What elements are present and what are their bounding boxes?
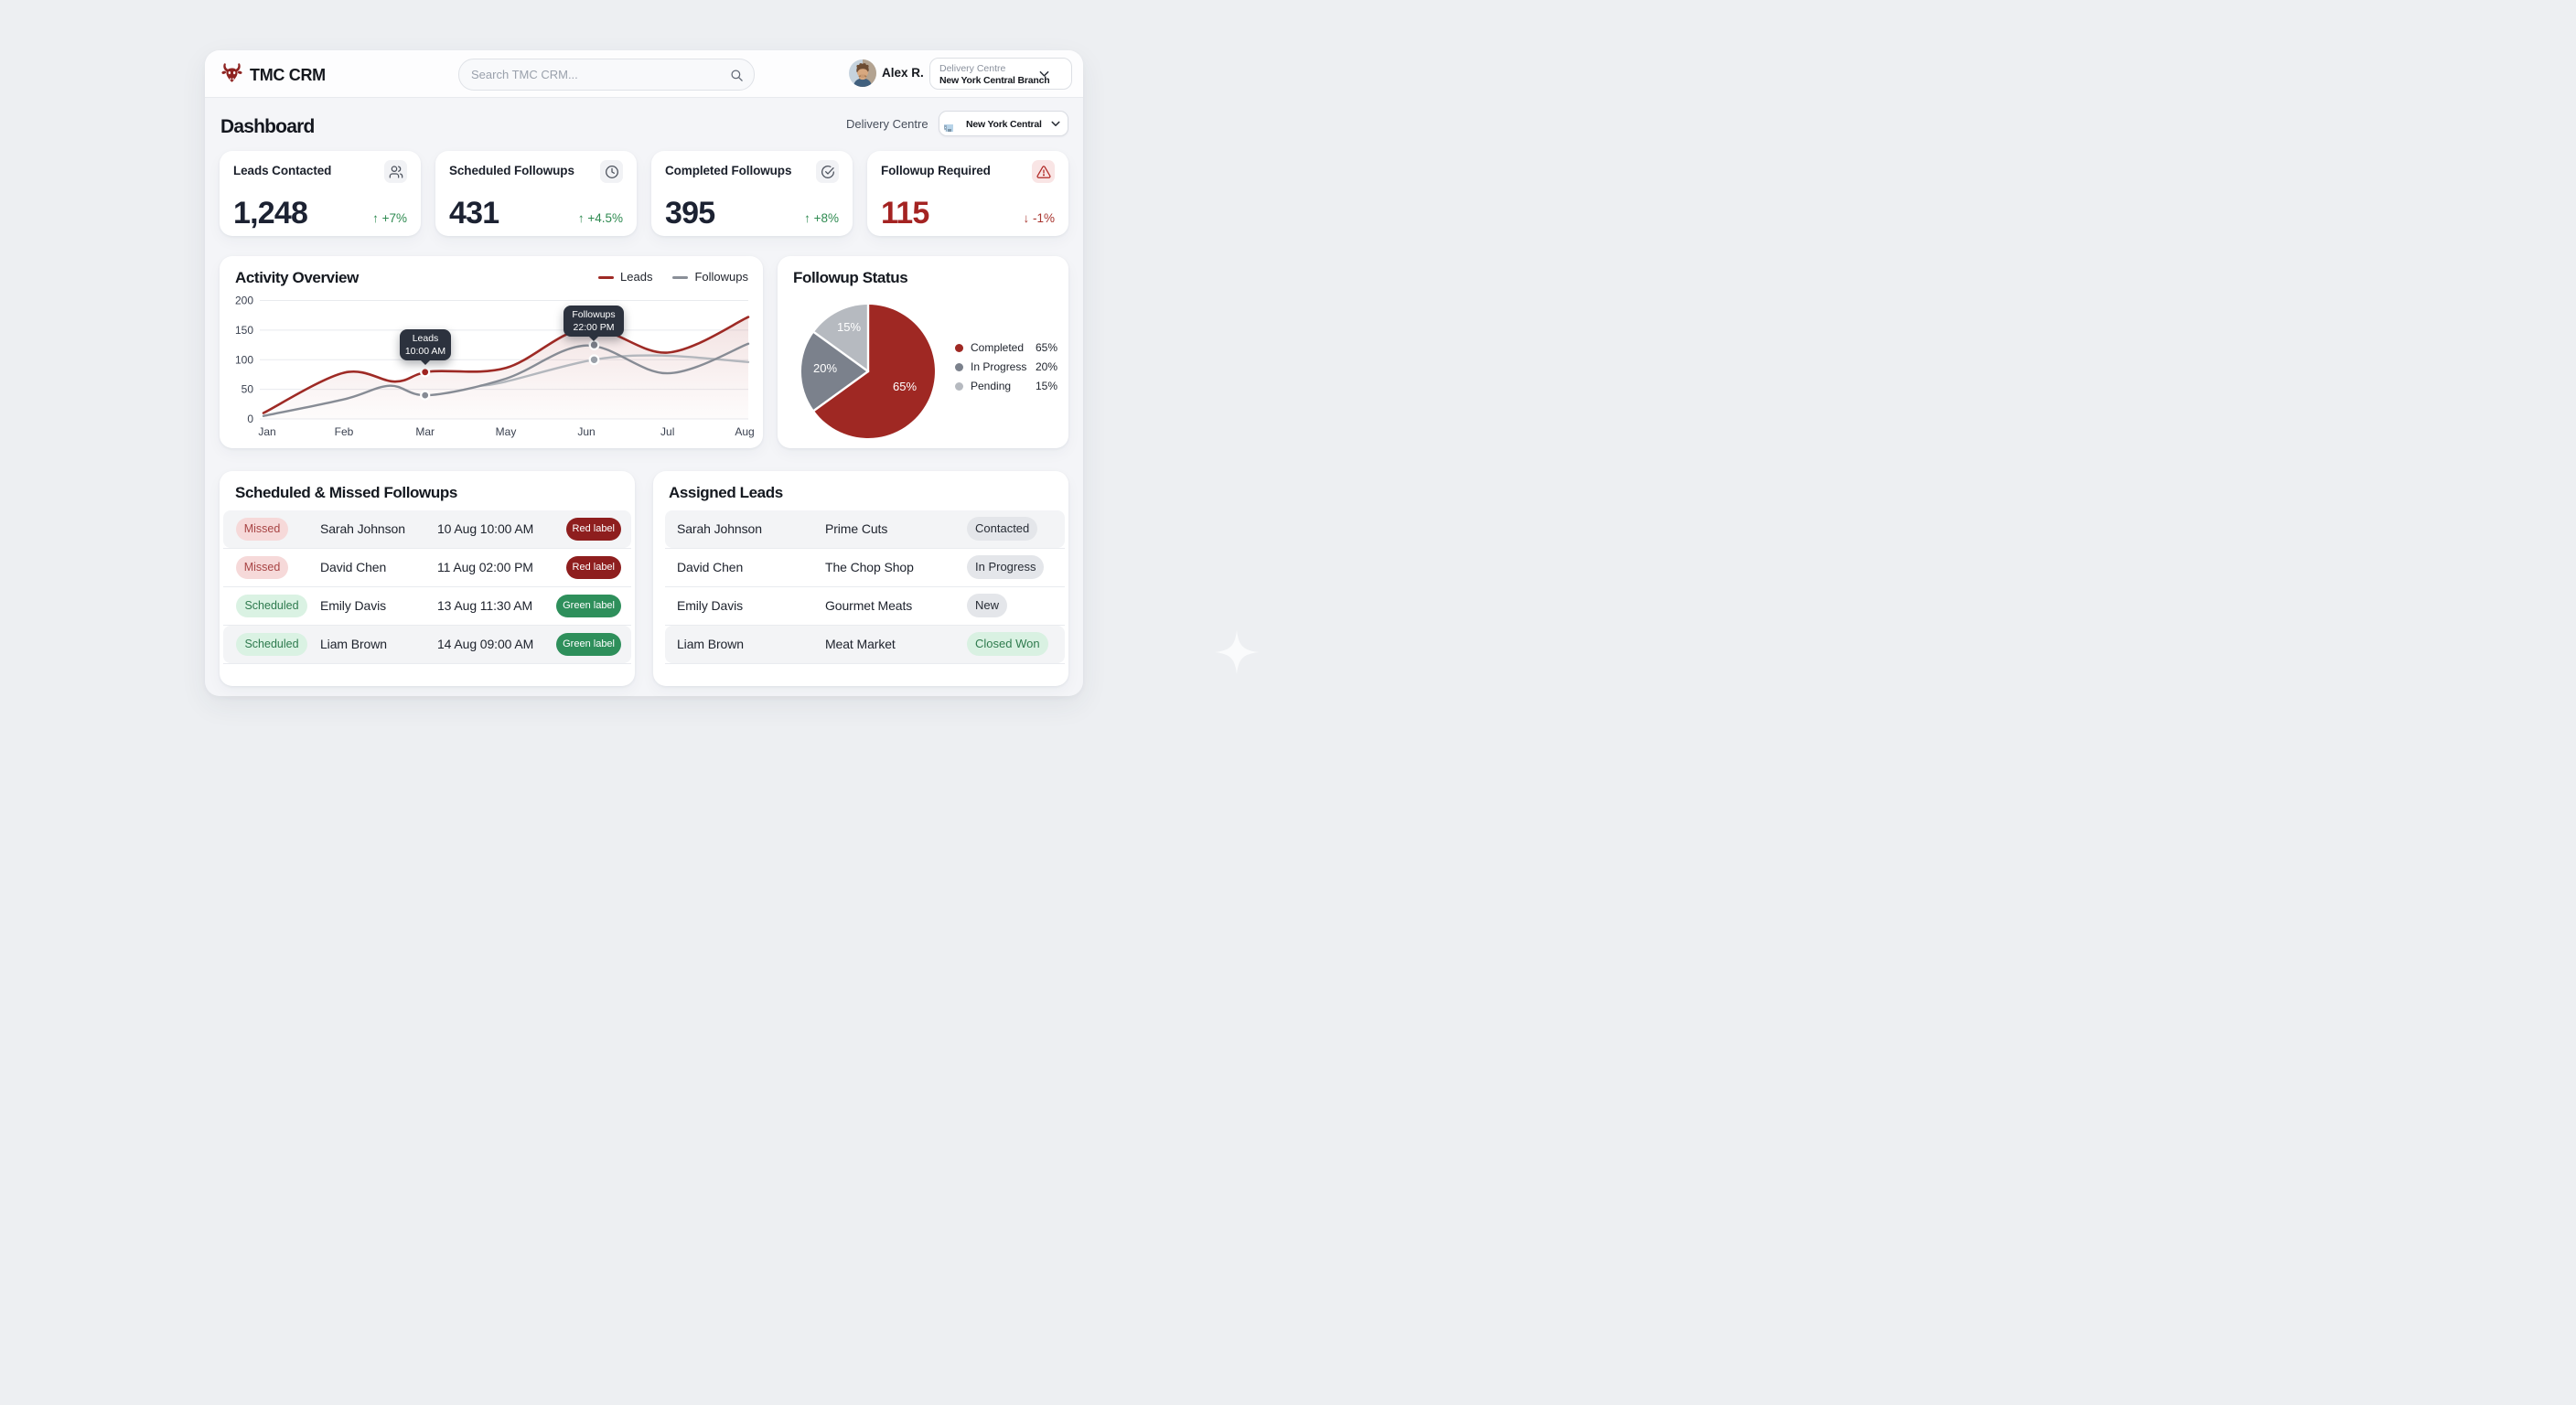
svg-text:Jul: Jul bbox=[660, 425, 674, 438]
svg-text:May: May bbox=[496, 425, 517, 438]
svg-text:65%: 65% bbox=[893, 380, 917, 393]
svg-text:Aug: Aug bbox=[735, 425, 754, 438]
svg-text:Feb: Feb bbox=[335, 425, 354, 438]
svg-text:150: 150 bbox=[235, 324, 253, 337]
svg-text:Jun: Jun bbox=[577, 425, 595, 438]
svg-text:20%: 20% bbox=[813, 361, 837, 375]
svg-text:Mar: Mar bbox=[415, 425, 435, 438]
svg-text:200: 200 bbox=[235, 295, 253, 307]
svg-text:100: 100 bbox=[235, 353, 253, 366]
svg-text:15%: 15% bbox=[837, 320, 861, 334]
svg-text:0: 0 bbox=[247, 413, 253, 425]
svg-text:Jan: Jan bbox=[258, 425, 275, 438]
svg-text:50: 50 bbox=[242, 383, 254, 396]
